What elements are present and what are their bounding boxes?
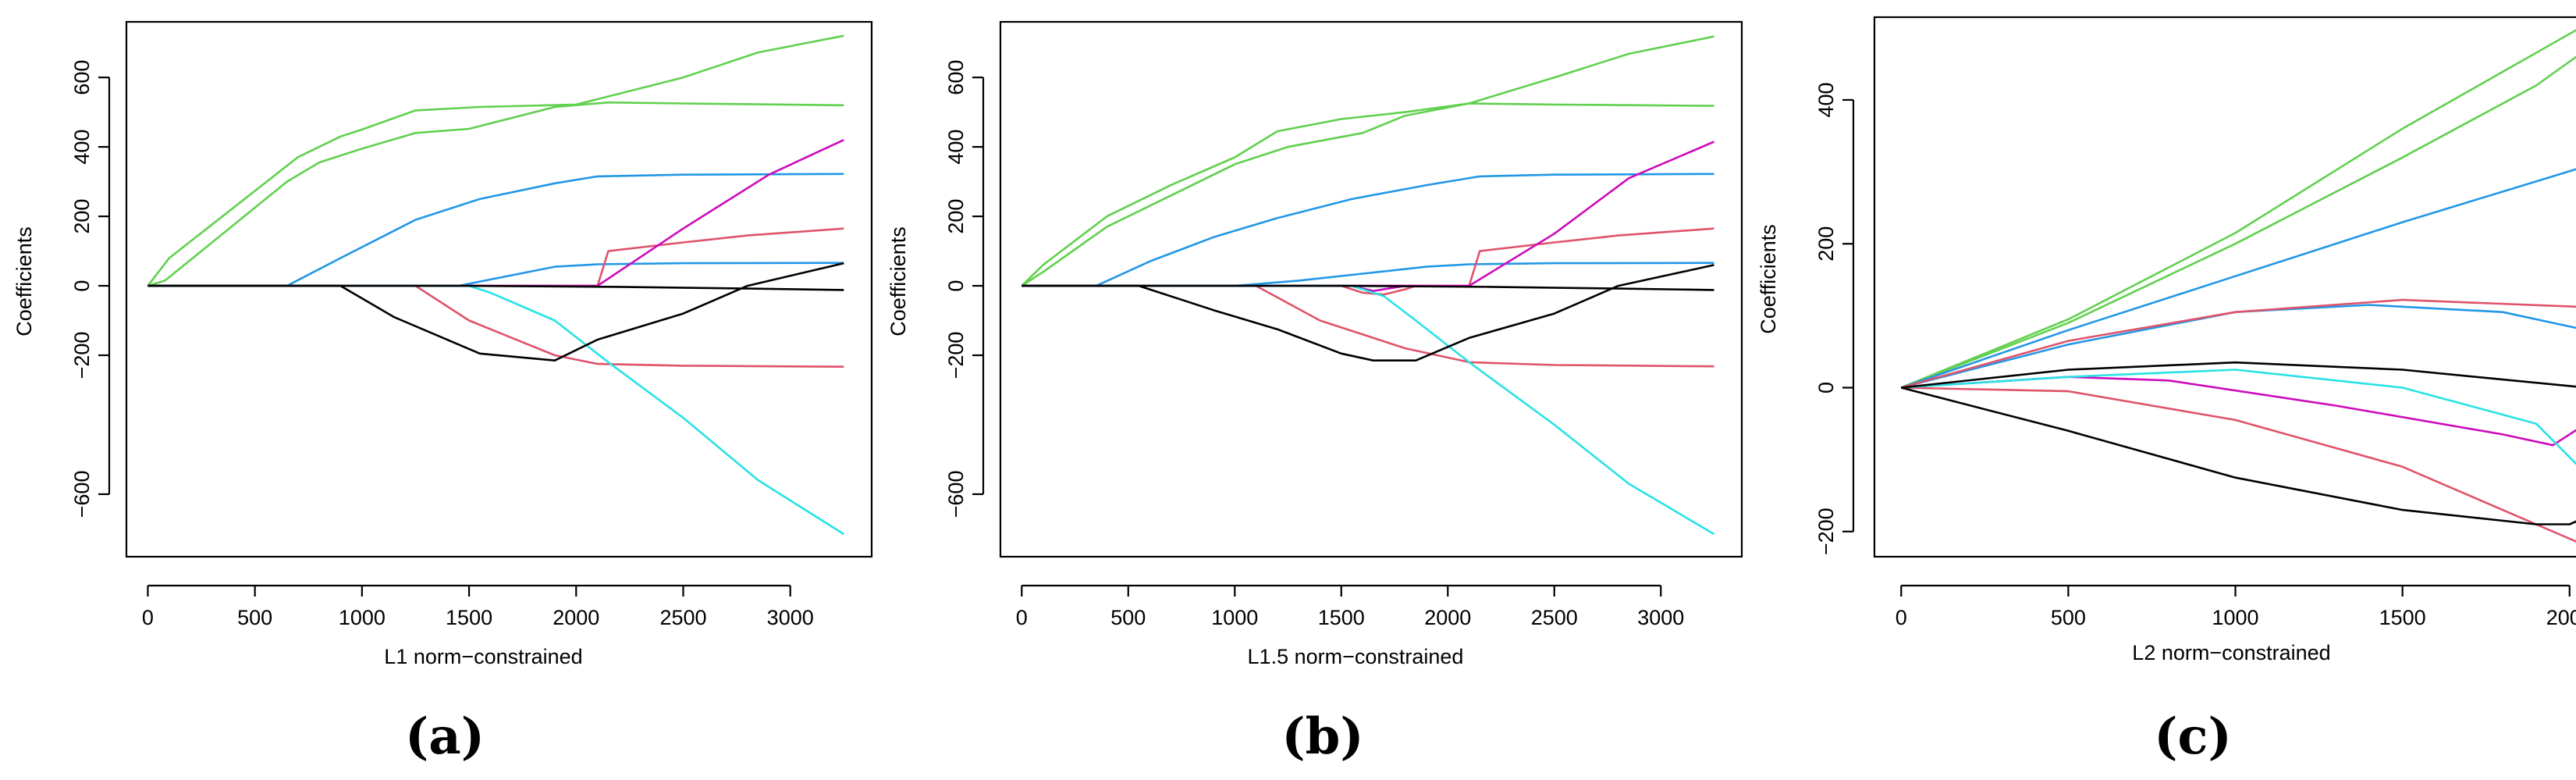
series-red-1-b: [1022, 227, 1714, 287]
x-tick-label-a: 500: [237, 606, 272, 629]
x-tick-label-c: 2000: [2546, 606, 2576, 629]
series-cyan-c: [1901, 369, 2576, 465]
x-axis-title-a: L1 norm−constrained: [384, 645, 582, 668]
panel-label-b: (b): [1281, 707, 1363, 766]
series-green-2-a: [147, 101, 844, 287]
y-tick-label-b: −200: [944, 332, 968, 379]
x-tick-label-a: 2500: [659, 606, 706, 629]
series-green-2-c: [1900, 55, 2576, 389]
series-black-1-c: [1901, 361, 2576, 389]
x-tick-label-a: 2000: [553, 606, 599, 629]
plot-frame-b: [999, 20, 1743, 558]
series-red-1-c: [1900, 298, 2576, 389]
y-tick-label-a: −200: [70, 332, 94, 379]
x-axis-title-b: L1.5 norm−constrained: [1248, 645, 1464, 668]
series-blue-1-a: [147, 173, 844, 287]
y-tick-label-a: 400: [70, 130, 94, 165]
y-tick-label-b: 0: [944, 280, 968, 292]
x-tick-label-a: 1500: [446, 606, 492, 629]
x-tick-label-b: 2500: [1531, 606, 1578, 629]
series-blue-2-c: [1900, 304, 2576, 389]
y-tick-label-a: 600: [70, 60, 94, 95]
series-green-2-b: [1021, 102, 1714, 287]
series-red-3-b: [1341, 284, 1416, 296]
series-black-1-b: [1022, 264, 1714, 362]
series-black-2-b: [1022, 284, 1714, 291]
series-black-2-a: [147, 284, 844, 291]
series-red-1-a: [147, 227, 844, 287]
panel-a: 0 500 1000 1500 2000 2500 30006004002000−200−6…: [12, 20, 873, 766]
series-blue-2-b: [1022, 262, 1714, 287]
x-tick-label-b: 3000: [1637, 606, 1684, 629]
x-tick-label-a: 1000: [339, 606, 386, 629]
series-green-1-c: [1900, 29, 2576, 389]
y-axis-title-a: Coefficients: [12, 226, 36, 337]
y-tick-label-a: 200: [70, 199, 94, 234]
series-red-2-c: [1901, 386, 2576, 543]
series-cyan-b: [1022, 284, 1715, 536]
series-magenta-b: [1022, 141, 1715, 287]
y-tick-label-b: 200: [944, 199, 968, 234]
x-tick-label-b: 1000: [1211, 606, 1258, 629]
series-magenta-c: [1901, 376, 2576, 447]
x-tick-label-b: 500: [1110, 606, 1146, 629]
y-tick-label-c: −200: [1814, 508, 1838, 555]
panel-label-c: (c): [2154, 707, 2232, 766]
series-blue-2-a: [147, 262, 844, 287]
x-tick-label-c: 1500: [2379, 606, 2426, 629]
series-green-1-a: [147, 34, 844, 287]
series-blue-1-c: [1900, 168, 2576, 389]
x-tick-label-b: 0: [1016, 606, 1028, 629]
y-tick-label-c: 400: [1814, 82, 1838, 117]
y-axis-title-c: Coefficients: [1757, 224, 1780, 334]
x-axis-title-c: L2 norm−constrained: [2132, 641, 2330, 664]
y-tick-label-b: 400: [944, 130, 968, 165]
series-black-1-a: [147, 262, 844, 362]
x-tick-label-c: 500: [2051, 606, 2086, 629]
x-tick-label-a: 0: [142, 606, 154, 629]
x-tick-label-b: 2000: [1424, 606, 1471, 629]
series-green-1-b: [1021, 35, 1714, 287]
x-tick-label-a: 3000: [767, 606, 814, 629]
y-axis-title-b: Coefficients: [886, 226, 910, 337]
y-tick-label-c: 200: [1814, 226, 1838, 262]
y-tick-label-a: −600: [70, 471, 94, 518]
panel-b: 0 500 1000 1500 2000 2500 30006004002000−200−6…: [886, 20, 1743, 766]
series-cyan-a: [147, 284, 844, 536]
x-tick-label-c: 1000: [2212, 606, 2258, 629]
plot-frame-a: [125, 20, 873, 558]
series-black-2-c: [1900, 386, 2576, 525]
y-tick-label-a: 0: [70, 280, 94, 292]
panel-label-a: (a): [405, 707, 485, 766]
series-red-2-b: [1022, 284, 1714, 368]
x-tick-label-b: 1500: [1318, 606, 1365, 629]
x-tick-label-c: 0: [1896, 606, 1907, 629]
y-tick-label-b: 600: [944, 60, 968, 95]
plot-frame-c: [1873, 16, 2576, 558]
y-tick-label-b: −600: [944, 471, 968, 518]
y-tick-label-c: 0: [1814, 382, 1838, 394]
series-blue-1-b: [1022, 173, 1714, 287]
